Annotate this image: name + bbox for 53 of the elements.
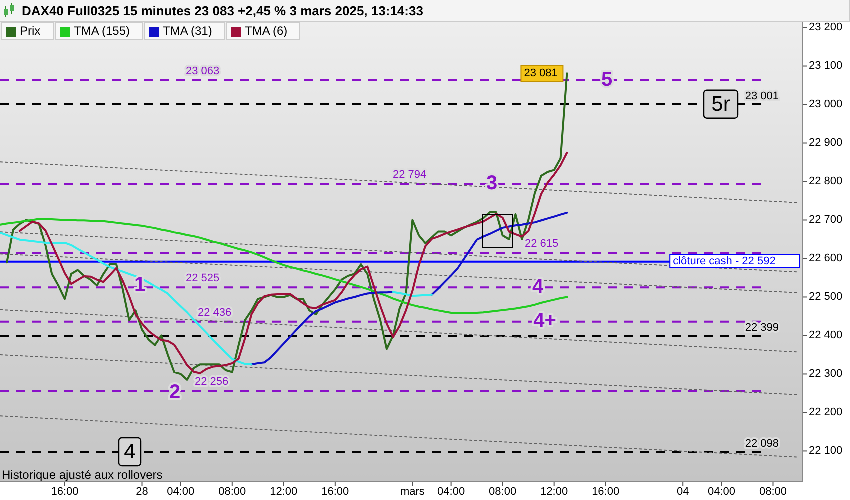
y-tick-label: 22 200	[809, 406, 843, 419]
ref-line-label: 23 063	[186, 66, 220, 78]
legend-label: TMA (6)	[245, 24, 288, 38]
ref-line-label: 22 399	[745, 322, 779, 334]
line-series	[0, 232, 253, 366]
x-tick-label: 28	[136, 486, 148, 498]
x-tick-label: 08:00	[489, 486, 517, 498]
annotation: 4	[532, 276, 544, 298]
x-tick-label: 08:00	[218, 486, 246, 498]
line-series	[250, 291, 394, 366]
legend-label: TMA (31)	[163, 24, 212, 38]
y-tick-label: 22 700	[809, 214, 843, 226]
y-tick-label: 23 000	[809, 98, 843, 111]
annotation: 2	[169, 382, 181, 404]
ref-line-label: 23 001	[745, 90, 779, 102]
x-tick-label: 16:00	[592, 486, 620, 498]
annotation: 4+	[534, 310, 556, 332]
y-tick-label: 23 100	[809, 60, 843, 72]
x-tick-label: 08:00	[759, 486, 788, 498]
y-tick-label: 22 800	[809, 176, 843, 188]
x-tick-label: 04	[676, 486, 690, 498]
y-tick-label: 23 200	[809, 22, 843, 34]
annotation: Historique ajusté aux rollovers	[2, 468, 163, 482]
y-tick-label: 22 900	[809, 137, 843, 150]
ref-line-label: 22 256	[195, 376, 229, 388]
x-tick-label: 04:00	[438, 486, 466, 498]
annotation: 1	[134, 274, 146, 296]
annotation: 4	[124, 440, 136, 464]
annotation: 5r	[712, 92, 730, 116]
y-tick-label: 22 300	[809, 368, 843, 380]
ref-line-label: 22 436	[198, 306, 232, 319]
ref-line-label: 22 098	[745, 438, 779, 450]
chart-title: DAX40 Full0325 15 minutes 23 083 +2,45 % 3 mars 2025, 13:14:33	[22, 3, 424, 18]
ref-line-label: 22 525	[186, 272, 220, 285]
ref-line-label: 22 794	[393, 169, 427, 182]
x-tick-label: mars	[400, 486, 426, 498]
x-tick-label: 12:00	[540, 486, 568, 498]
y-tick-label: 22 500	[809, 291, 843, 304]
legend-label: Prix	[20, 24, 41, 38]
x-tick-label: 16:00	[51, 486, 79, 498]
line-series	[18, 152, 568, 374]
legend-label: TMA (155)	[74, 24, 130, 38]
x-tick-label: 04:00	[708, 486, 736, 498]
y-tick-label: 22 400	[809, 330, 843, 342]
y-tick-label: 22 600	[809, 252, 843, 265]
x-tick-label: 04:00	[167, 486, 195, 498]
ref-line-label: 22 615	[525, 238, 559, 250]
x-tick-label: 16:00	[322, 486, 350, 498]
line-series	[430, 212, 568, 296]
ref-line-label: clôture cash - 22 592	[673, 256, 776, 268]
y-tick-label: 22 100	[809, 445, 843, 458]
x-tick-label: 12:00	[270, 486, 298, 498]
data-label: 23 081	[524, 67, 558, 80]
